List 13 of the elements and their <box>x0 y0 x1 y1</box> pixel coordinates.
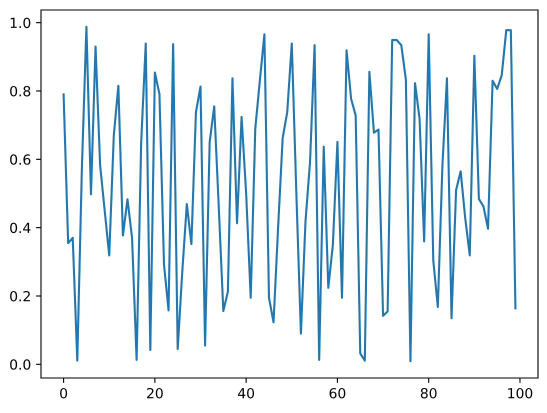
x-tick-label: 60 <box>330 388 346 398</box>
x-tick-label: 80 <box>420 388 437 398</box>
x-tick-label: 20 <box>147 388 163 398</box>
line-series <box>62 26 516 362</box>
y-tick-label: 0.4 <box>10 222 30 234</box>
y-tick-label: 0.8 <box>10 86 30 96</box>
y-tick-label: 1.0 <box>10 18 30 28</box>
y-tick-label: 0.0 <box>10 359 30 370</box>
x-tick-label: 100 <box>508 388 532 398</box>
x-tick-label: 40 <box>238 388 254 398</box>
x-tick-label: 0 <box>60 388 68 398</box>
y-tick-label: 0.2 <box>10 290 30 302</box>
y-tick-label: 0.6 <box>10 154 30 165</box>
